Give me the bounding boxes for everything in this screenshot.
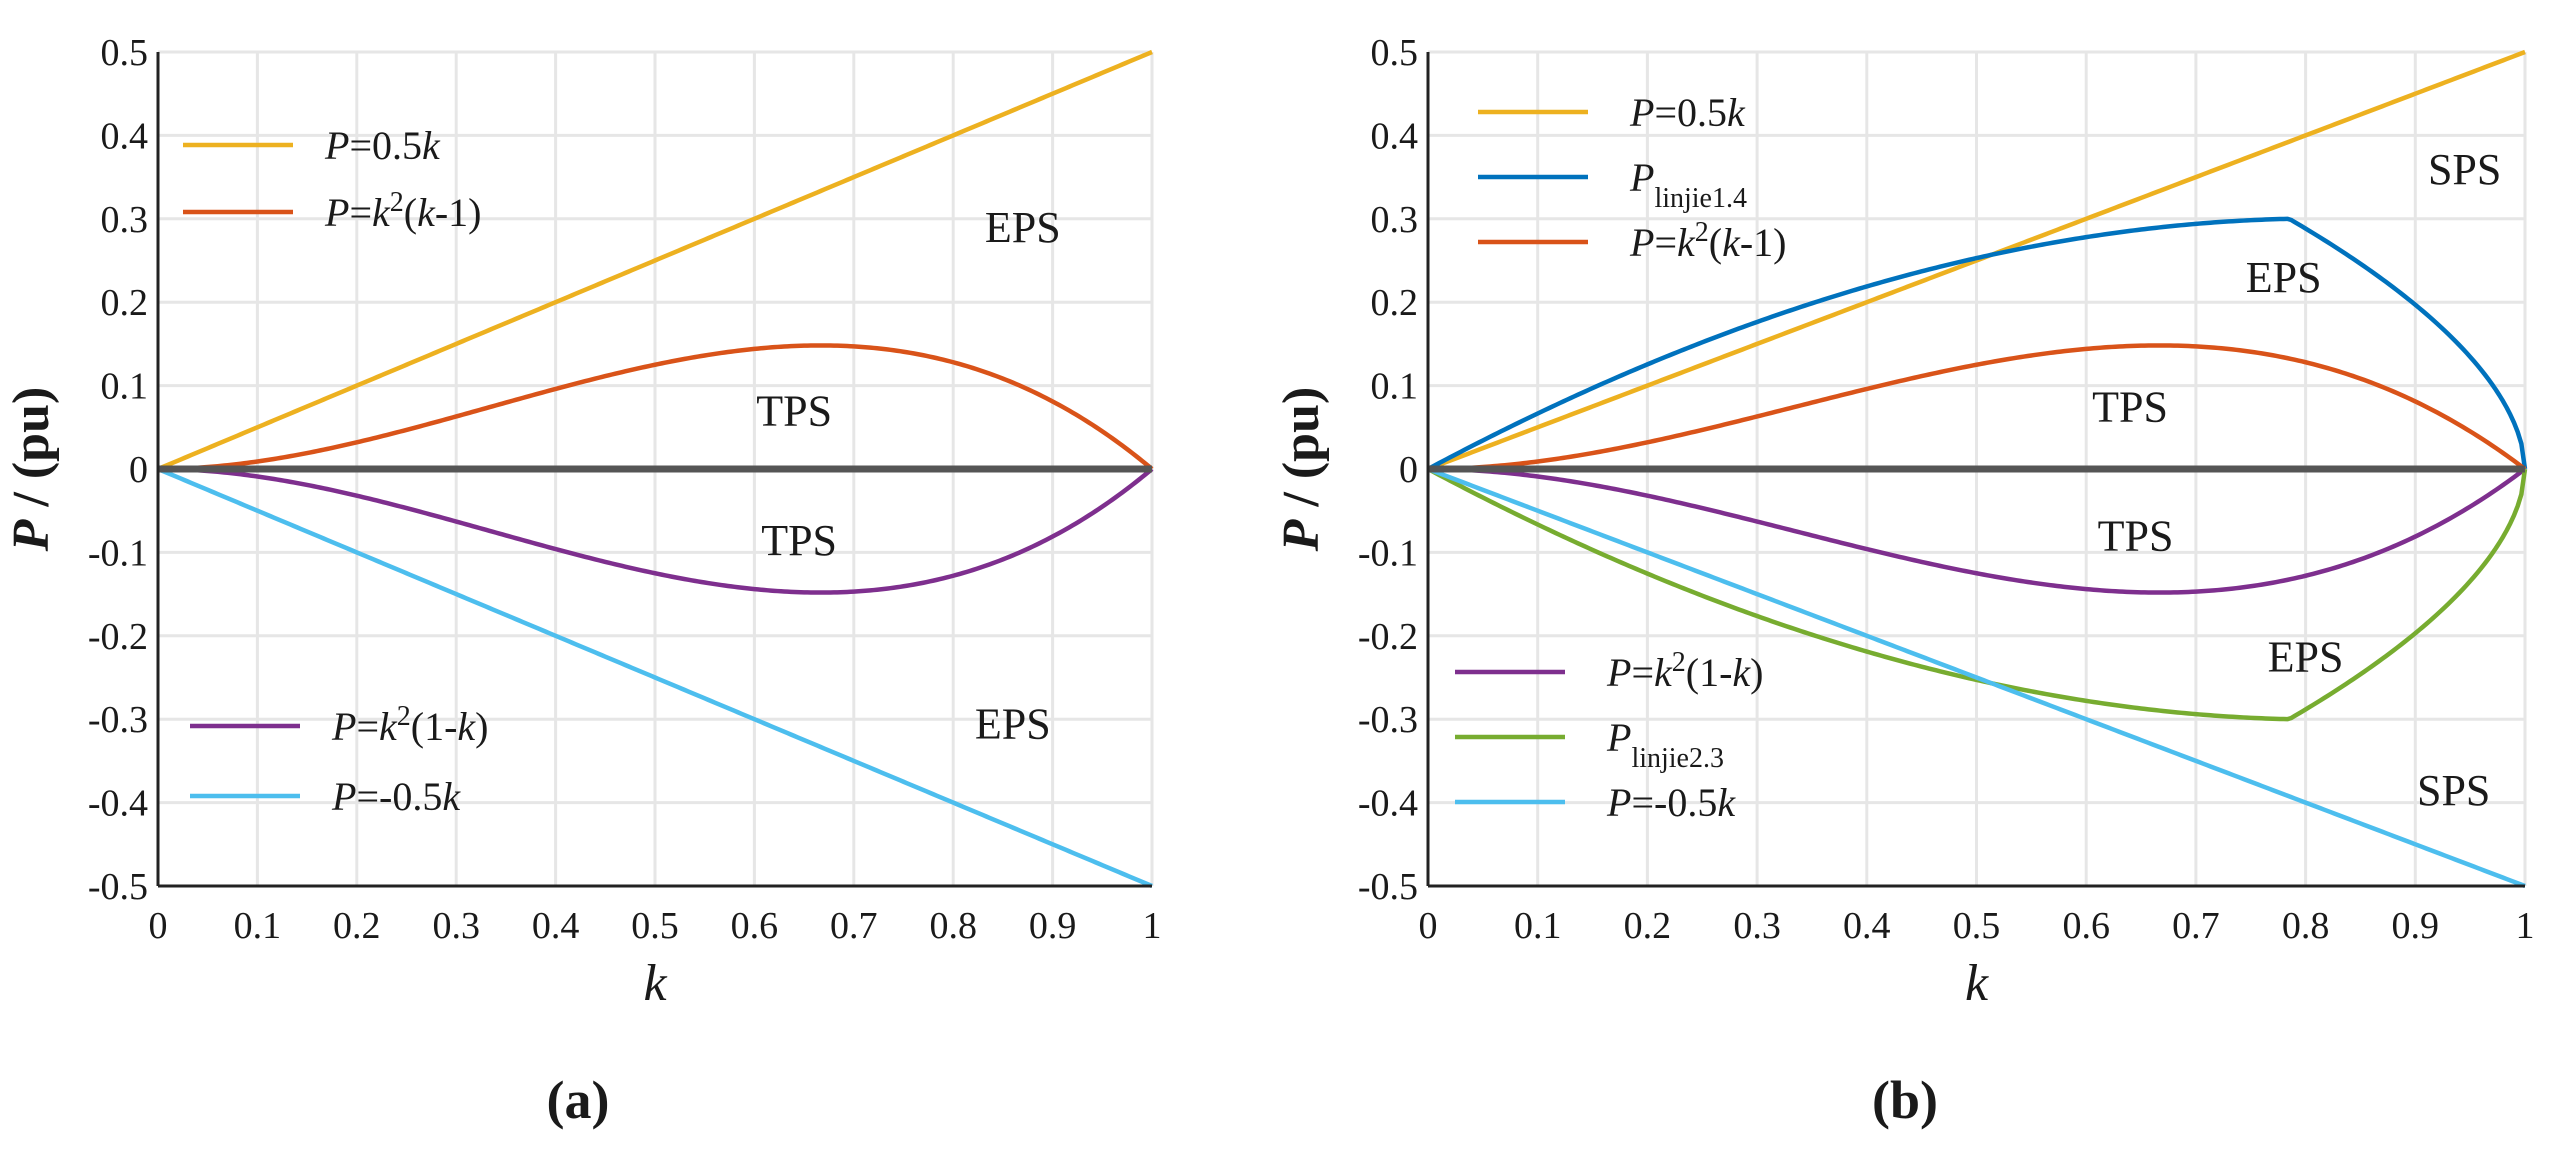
legend-bottom-left: P=k2(1-k) P=-0.5k (190, 701, 489, 819)
series-line-neghalf (157, 466, 1153, 889)
series-line-k2km1 (1427, 343, 2527, 472)
x-tick-label: 0.9 (2392, 905, 2440, 947)
y-tick-label: 0.1 (1371, 366, 1419, 408)
region-label-eps: EPS (985, 203, 1061, 252)
chart-panel-a: 0 0.1 0.2 0.3 0.4 0.5 0.6 0.7 0.8 0.9 1 0.5 0.4 0.3 0.… (3, 32, 1162, 1130)
y-tick-label: 0.1 (101, 366, 149, 408)
region-label-tps: TPS (761, 516, 837, 565)
x-tick-label: 0 (1419, 905, 1438, 947)
y-tick-label: 0.4 (101, 115, 149, 157)
y-tick-label: -0.5 (88, 866, 148, 908)
legend-entry-text: Plinjie2.3 (1606, 715, 1724, 774)
x-tick-label: 0 (149, 905, 168, 947)
y-tick-label: -0.4 (88, 783, 148, 825)
series-line-k21mk (1427, 466, 2527, 595)
legend-entry-text: P=k2(1-k) (331, 701, 489, 750)
x-tick-label: 0.7 (2172, 905, 2220, 947)
y-tick-label: 0.3 (1371, 199, 1419, 241)
x-tick-label: 0.9 (1029, 905, 1077, 947)
series-line-neghalf (1427, 466, 2526, 889)
y-tick-label: 0.2 (101, 282, 149, 324)
series-line-half (157, 49, 1153, 472)
region-label-eps: EPS (2268, 633, 2344, 682)
region-label-tps: TPS (2098, 512, 2174, 561)
region-label-eps: EPS (2246, 253, 2322, 302)
series-line-linjie23 (1426, 467, 2528, 722)
x-tick-label: 0.3 (432, 905, 480, 947)
x-tick-label: 0.4 (532, 905, 580, 947)
y-tick-label: 0.5 (1371, 32, 1419, 74)
x-tick-label: 0.8 (929, 905, 977, 947)
x-tick-label: 0.2 (1624, 905, 1672, 947)
legend-top-left: P=0.5k Plinjie1.4P=k2(k-1) (1478, 90, 1787, 265)
legend-top-left: P=0.5k P=k2(k-1) (183, 123, 482, 235)
x-axis-label: k (643, 955, 667, 1012)
x-tick-label: 0.8 (2282, 905, 2330, 947)
region-label-tps: TPS (756, 387, 832, 436)
legend-entry-text: P=0.5k (1629, 90, 1746, 135)
y-tick-label: -0.5 (1358, 866, 1418, 908)
legend-entry-text: P=-0.5k (1606, 780, 1736, 825)
series-line-half (1427, 49, 2526, 472)
y-tick-label: -0.4 (1358, 783, 1418, 825)
x-tick-label: 0.7 (830, 905, 878, 947)
y-tick-label: -0.2 (1358, 616, 1418, 658)
legend-bottom-left: P=k2(1-k) Plinjie2.3 P=-0.5k (1455, 647, 1764, 825)
x-tick-label: 0.1 (1514, 905, 1562, 947)
x-tick-label: 0.1 (234, 905, 282, 947)
chart-panel-b: 0 0.1 0.2 0.3 0.4 0.5 0.6 0.7 0.8 0.9 1 0.5 0.4 0.3 0.… (1273, 32, 2535, 1130)
panel-label: (a) (547, 1070, 610, 1130)
y-tick-label: -0.2 (88, 616, 148, 658)
region-label-eps: EPS (975, 699, 1051, 748)
y-tick-label: 0.2 (1371, 282, 1419, 324)
series-line-linjie14 (1426, 216, 2528, 471)
region-label-sps: SPS (2417, 766, 2490, 815)
x-tick-label: 1 (2516, 905, 2535, 947)
x-tick-label: 0.5 (1953, 905, 2001, 947)
y-tick-label: -0.1 (1358, 532, 1418, 574)
y-tick-label: -0.3 (88, 699, 148, 741)
y-axis-label: P / (pu) (3, 387, 60, 553)
legend-entry-text: P=-0.5k (331, 774, 461, 819)
x-tick-label: 0.2 (333, 905, 381, 947)
legend-entry-text: P=k2(k-1) (1629, 217, 1787, 266)
x-tick-label: 0.6 (731, 905, 779, 947)
x-tick-label: 1 (1143, 905, 1162, 947)
legend-entry-text: P=0.5k (324, 123, 441, 168)
y-tick-label: 0.3 (101, 199, 149, 241)
y-axis-label: P / (pu) (1273, 387, 1330, 553)
legend-entry-text: P=k2(k-1) (324, 187, 482, 236)
y-tick-label: 0.4 (1371, 115, 1419, 157)
x-tick-label: 0.6 (2062, 905, 2110, 947)
x-tick-label: 0.5 (631, 905, 679, 947)
y-tick-label: -0.1 (88, 532, 148, 574)
region-label-tps: TPS (2092, 382, 2168, 431)
series-line-k2km1 (157, 343, 1154, 472)
legend-entry-text: Plinjie1.4 (1629, 155, 1747, 214)
legend-entry-text: P=k2(1-k) (1606, 647, 1764, 696)
x-tick-label: 0.4 (1843, 905, 1891, 947)
x-axis-label: k (1965, 955, 1989, 1012)
panel-label: (b) (1872, 1070, 1938, 1130)
x-tick-label: 0.3 (1733, 905, 1781, 947)
y-tick-label: 0.5 (101, 32, 149, 74)
y-tick-label: -0.3 (1358, 699, 1418, 741)
y-tick-label: 0 (129, 449, 148, 491)
y-tick-label: 0 (1399, 449, 1418, 491)
region-label-sps: SPS (2428, 145, 2501, 194)
series-line-k21mk (157, 466, 1154, 595)
